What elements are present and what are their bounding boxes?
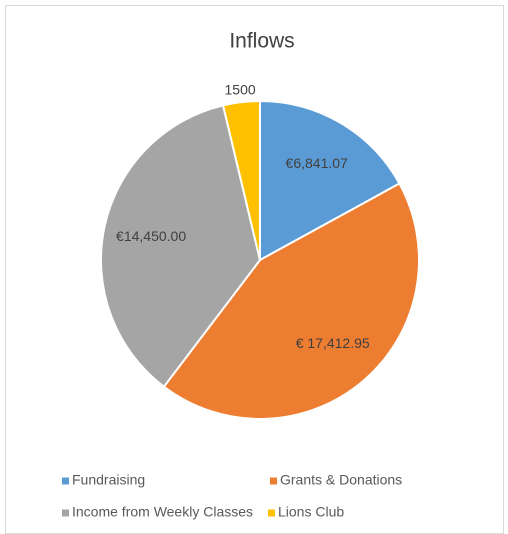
legend-label: Grants & Donations: [280, 472, 402, 488]
legend-marker: [268, 509, 275, 517]
legend-label: Fundraising: [72, 472, 145, 488]
data-label: € 17,412.95: [296, 335, 370, 351]
pie-slice: [162, 182, 420, 420]
legend-marker: [270, 477, 277, 485]
data-label: 1500: [225, 82, 256, 98]
pie-slice: [100, 104, 262, 389]
legend-label: Lions Club: [278, 504, 344, 520]
legend-marker: [62, 477, 69, 485]
pie-slice: [221, 99, 261, 261]
pie-slice: [259, 99, 401, 262]
data-label: €14,450.00: [116, 228, 186, 244]
data-label: €6,841.07: [286, 155, 348, 171]
legend-label: Income from Weekly Classes: [72, 504, 253, 520]
legend-marker: [62, 509, 69, 517]
chart-title: Inflows: [229, 30, 294, 53]
